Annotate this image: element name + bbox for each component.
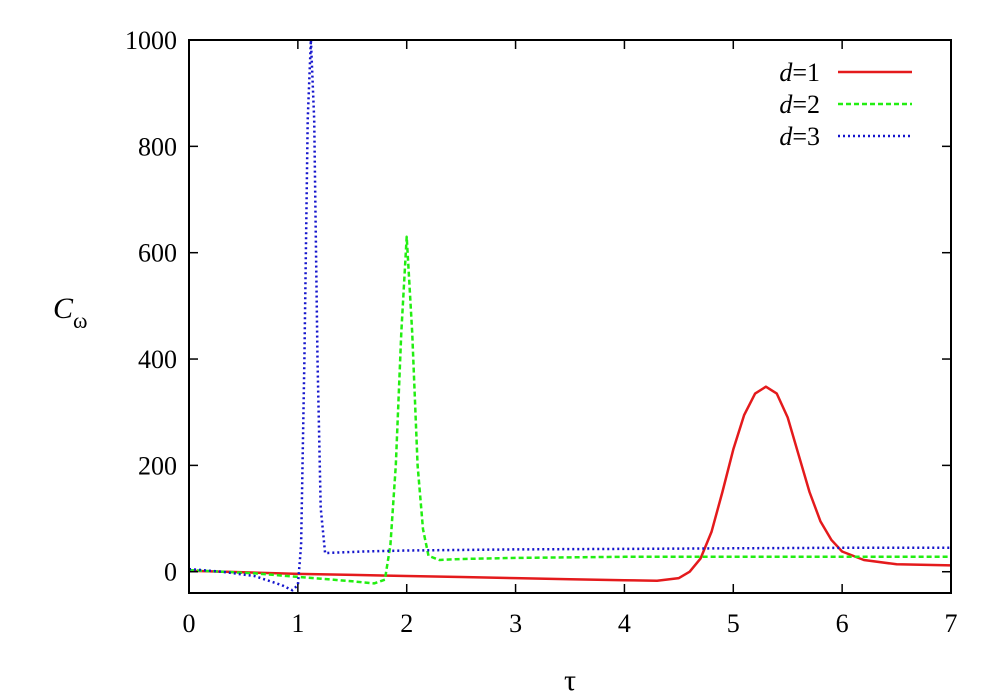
x-tick-label: 2 (400, 609, 413, 638)
legend-label: d=3 (779, 122, 820, 151)
legend-label: d=1 (779, 58, 820, 87)
y-axis-title-base: C (53, 292, 74, 325)
series-line-d3 (189, 40, 951, 592)
x-axis-title: τ (564, 664, 576, 697)
legend-label: d=2 (779, 90, 820, 119)
x-tick-label: 4 (618, 609, 631, 638)
x-tick-label: 1 (291, 609, 304, 638)
y-tick-label: 800 (138, 132, 177, 161)
x-tick-label: 5 (727, 609, 740, 638)
series-line-d2 (189, 235, 951, 585)
y-tick-label: 200 (138, 451, 177, 480)
x-tick-label: 0 (183, 609, 196, 638)
x-tick-label: 7 (945, 609, 958, 638)
legend-entry-d2: d=2 (779, 90, 912, 119)
y-tick-label: 0 (164, 558, 177, 587)
series-layer (189, 40, 951, 592)
y-tick-label: 400 (138, 345, 177, 374)
legend-entry-d1: d=1 (779, 58, 912, 87)
y-tick-label: 1000 (125, 26, 177, 55)
series-line-d1 (189, 385, 951, 583)
tick-layer: 0 1 2 3 4 5 6 7 0 200 400 600 800 1000 (125, 26, 958, 638)
x-tick-label: 6 (836, 609, 849, 638)
legend: d=1 d=2 d=3 (779, 58, 912, 151)
y-axis-title: Cω (53, 292, 88, 333)
y-tick-label: 600 (138, 239, 177, 268)
x-tick-label: 3 (509, 609, 522, 638)
legend-entry-d3: d=3 (779, 122, 912, 151)
y-axis-title-subscript: ω (73, 308, 87, 333)
plot-frame (188, 39, 952, 594)
